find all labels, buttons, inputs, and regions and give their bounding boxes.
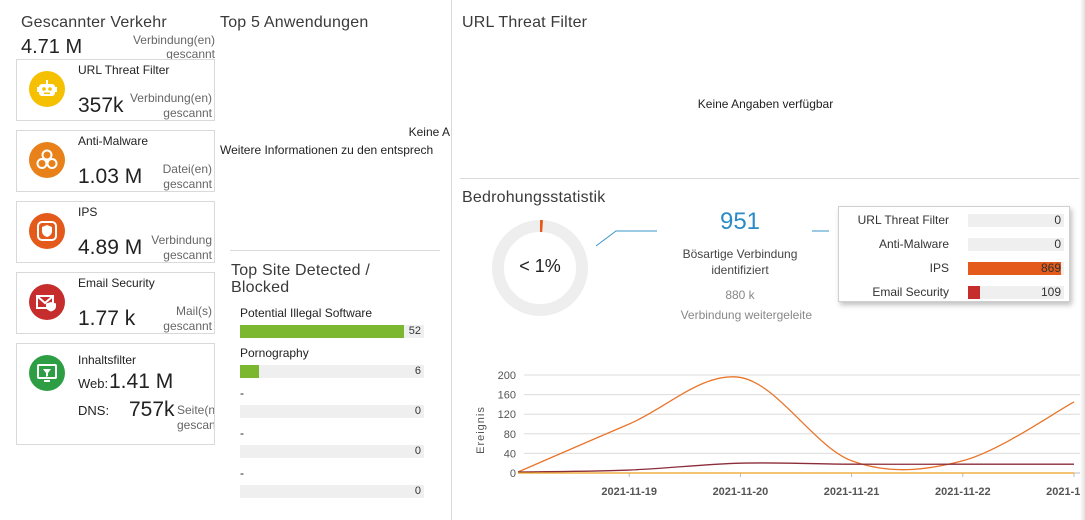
y-tick-label: 200 (498, 370, 516, 382)
y-tick-label: 80 (504, 429, 516, 441)
donut-label: < 1% (519, 256, 561, 276)
web-label: Web: (78, 376, 109, 391)
top-site-label: Potential Illegal Software (240, 306, 373, 320)
threat-stat-bar[interactable]: 109 (968, 286, 1064, 299)
connector-line-right (812, 230, 829, 232)
card-unit: Verbindung gescannt (151, 233, 212, 262)
top-site-label: - (240, 466, 244, 480)
threat-stat-label: URL Threat Filter (857, 213, 949, 227)
card-anti-malware[interactable]: Anti-Malware 1.03 M Datei(en) gescannt (16, 130, 215, 192)
card-value: 1.77 k (78, 307, 136, 330)
threat-stat-label: Email Security (872, 285, 949, 299)
threat-stat-label: Anti-Malware (878, 237, 949, 251)
top-site-bar-fill (240, 365, 259, 378)
web-value: 1.41 M (109, 370, 174, 393)
top-site-count: 6 (414, 365, 421, 377)
threat-stat-count: 109 (1040, 285, 1061, 299)
threat-stat-count: 869 (1040, 261, 1061, 275)
top-sites-title: Top Site Detected / Blocked (231, 262, 370, 296)
threat-stats-title: Bedrohungsstatistik (462, 189, 606, 206)
top-site-count: 0 (414, 445, 421, 457)
top-site-count: 0 (414, 485, 421, 497)
x-tick-label: 2021-11-19 (601, 486, 657, 498)
card-name: Inhaltsfilter (78, 353, 137, 367)
card-unit: Verbindung(en) gescannt (129, 91, 212, 120)
malicious-count: 951 (719, 208, 761, 235)
x-tick-label: 2021-11-20 (713, 486, 769, 498)
biohazard-icon (29, 142, 65, 178)
top-site-label: Pornography (240, 346, 309, 360)
top-site-bar-fill (240, 325, 404, 338)
card-name: Email Security (78, 276, 155, 290)
robot-icon (29, 71, 65, 107)
y-tick-label: 40 (504, 448, 516, 460)
scanned-traffic-title: Gescannter Verkehr (21, 14, 167, 31)
top-site-bar[interactable]: 0 (240, 405, 424, 418)
threat-stat-count: 0 (1054, 237, 1061, 251)
threat-stat-bar-fill (968, 262, 1061, 275)
divider (451, 0, 452, 520)
series-line-1 (517, 462, 1074, 473)
card-email-security[interactable]: Email Security 1.77 k Mail(s) gescannt (16, 272, 215, 334)
x-tick-label: 2021-11-23 (1046, 486, 1080, 498)
series-line-0 (517, 376, 1075, 473)
x-tick-label: 2021-11-21 (824, 486, 880, 498)
threat-stat-label: IPS (929, 261, 949, 275)
connector-line-left (595, 230, 657, 247)
card-unit: Seite(n)gescannt (177, 403, 215, 432)
events-line-chart: 200 160 120 80 40 0 Ereignis 2021-11-19 2021-11-… (475, 370, 1080, 498)
card-name: IPS (78, 205, 98, 219)
filter-screen-icon (29, 355, 65, 391)
card-url-threat-filter[interactable]: URL Threat Filter 357k Verbindung(en) ges… (16, 59, 215, 121)
threat-stat-bar[interactable]: 0 (968, 214, 1064, 227)
url-threat-filter-empty: Keine Angaben verfügbar (697, 97, 834, 111)
x-tick-label: 2021-11-22 (935, 486, 991, 498)
dns-label: DNS: (78, 403, 110, 418)
url-threat-filter-title: URL Threat Filter (462, 14, 588, 31)
top-site-label: - (240, 426, 244, 440)
top-site-bar[interactable]: 0 (240, 445, 424, 458)
envelope-shield-icon (29, 284, 65, 320)
threat-stats-box: URL Threat Filter 0 Anti-Malware 0 IPS 869 Ema… (838, 206, 1070, 302)
scroll-edge-shadow (1080, 0, 1085, 520)
card-name: URL Threat Filter (78, 63, 170, 77)
top-site-bar[interactable]: 52 (240, 325, 424, 338)
forwarded-label: Verbindung weitergeleite (680, 308, 812, 322)
y-axis-label: Ereignis (475, 406, 487, 454)
top-site-bar[interactable]: 6 (240, 365, 424, 378)
threat-stat-count: 0 (1054, 213, 1061, 227)
threat-stat-bar[interactable]: 0 (968, 238, 1064, 251)
scanned-total-unit: Verbindung(en) gescannt (132, 33, 215, 61)
divider (230, 250, 440, 251)
top-site-label: - (240, 386, 244, 400)
y-tick-label: 0 (510, 468, 516, 480)
top-site-count: 52 (408, 325, 421, 337)
card-unit: Mail(s) gescannt (163, 304, 212, 333)
top-site-count: 0 (414, 405, 421, 417)
card-ips[interactable]: IPS 4.89 M Verbindung gescannt (16, 201, 215, 263)
scanned-total-value: 4.71 M (21, 36, 83, 58)
shield-icon (29, 213, 65, 249)
threat-stat-bar-fill (968, 286, 980, 299)
y-tick-label: 120 (498, 409, 516, 421)
top-apps-title: Top 5 Anwendungen (220, 14, 369, 31)
card-value: 4.89 M (78, 236, 143, 259)
donut-chart (492, 220, 588, 316)
threat-stat-bar[interactable]: 869 (968, 262, 1064, 275)
malicious-label: Bösartige Verbindung identifiziert (682, 247, 798, 277)
card-unit: Datei(en) gescannt (162, 162, 212, 191)
card-value: 357k (78, 94, 124, 117)
card-content-filter[interactable]: Inhaltsfilter Web: 1.41 M DNS: 757k Seit… (16, 343, 215, 445)
dns-value: 757k (129, 398, 175, 421)
forwarded-count: 880 k (725, 288, 755, 302)
y-tick-label: 160 (498, 390, 516, 402)
top-site-bar[interactable]: 0 (240, 485, 424, 498)
top-apps-empty: Keine A Weitere Informationen zu den ent… (220, 125, 450, 157)
card-name: Anti-Malware (78, 134, 149, 148)
divider (460, 178, 1079, 179)
card-value: 1.03 M (78, 165, 143, 188)
